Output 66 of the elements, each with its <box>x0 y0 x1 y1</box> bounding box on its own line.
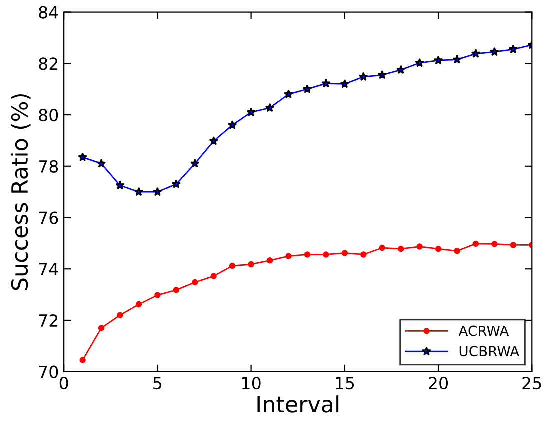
point <box>435 246 442 252</box>
y-tick-label: 72 <box>39 314 58 327</box>
point <box>136 301 142 308</box>
point <box>492 241 498 248</box>
x-tick-label: 25 <box>522 377 542 390</box>
point <box>360 252 367 258</box>
point <box>358 72 368 82</box>
point <box>173 287 180 294</box>
point <box>304 252 311 258</box>
point <box>134 187 144 196</box>
x-axis-title: Interval <box>258 396 339 413</box>
point <box>286 253 292 260</box>
x-tick-label: 15 <box>336 377 354 390</box>
point <box>452 54 462 64</box>
point <box>153 187 162 196</box>
x-tick-label: 0 <box>60 377 68 390</box>
y-tick-label: 78 <box>39 160 58 173</box>
point <box>78 152 88 162</box>
legend-label: UCBRWA <box>460 346 520 357</box>
point <box>454 248 460 254</box>
y-tick-label: 82 <box>39 58 58 70</box>
point <box>416 244 423 250</box>
y-tick-label: 74 <box>39 263 58 276</box>
point <box>210 273 217 280</box>
point <box>396 65 406 74</box>
x-tick-label: 10 <box>242 377 261 390</box>
point <box>116 180 125 190</box>
point <box>154 292 161 298</box>
point <box>284 90 294 99</box>
point <box>434 56 444 65</box>
point <box>471 49 481 58</box>
x-tick-label: 5 <box>154 377 162 390</box>
y-tick-label: 70 <box>39 366 58 378</box>
point <box>228 120 238 130</box>
point <box>378 70 388 80</box>
y-axis-title: Success Ratio (%) <box>10 94 31 290</box>
point <box>302 84 312 94</box>
point <box>96 158 106 168</box>
point <box>323 252 330 258</box>
point <box>398 246 404 252</box>
point <box>266 258 274 264</box>
point <box>490 47 500 56</box>
point <box>508 44 518 54</box>
point <box>117 312 124 318</box>
point <box>340 79 350 88</box>
point <box>379 244 386 252</box>
point <box>510 242 517 248</box>
point <box>192 279 198 286</box>
point <box>415 58 424 68</box>
point <box>229 262 236 270</box>
point <box>172 180 182 188</box>
point <box>265 103 275 112</box>
point <box>80 357 86 364</box>
point <box>472 240 480 248</box>
y-tick-label: 80 <box>39 108 58 122</box>
point <box>248 261 254 268</box>
x-tick-label: 20 <box>429 377 448 390</box>
point <box>190 158 200 168</box>
y-tick-label: 76 <box>39 212 58 224</box>
point <box>98 325 105 332</box>
point <box>342 250 348 256</box>
point <box>209 136 219 146</box>
y-tick-label: 84 <box>39 6 58 19</box>
point <box>322 78 331 88</box>
point <box>246 108 256 117</box>
legend-label: ACRWA <box>458 326 510 336</box>
